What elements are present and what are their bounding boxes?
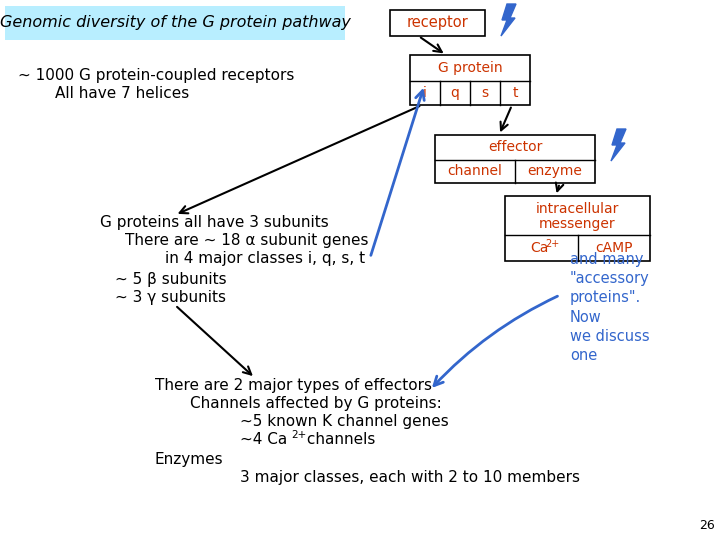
Text: 3 major classes, each with 2 to 10 members: 3 major classes, each with 2 to 10 membe… <box>240 470 580 485</box>
Text: cAMP: cAMP <box>595 241 632 255</box>
Text: Genomic diversity of the G protein pathway: Genomic diversity of the G protein pathw… <box>0 16 351 30</box>
Text: messenger: messenger <box>539 217 616 231</box>
Text: Enzymes: Enzymes <box>155 452 224 467</box>
Text: intracellular: intracellular <box>536 202 619 216</box>
Text: effector: effector <box>488 140 542 154</box>
Text: i: i <box>423 86 427 100</box>
Bar <box>390 10 485 36</box>
Text: 26: 26 <box>699 519 715 532</box>
Text: G proteins all have 3 subunits: G proteins all have 3 subunits <box>100 215 329 230</box>
Text: Channels affected by G proteins:: Channels affected by G proteins: <box>190 396 442 411</box>
Text: ~4 Ca: ~4 Ca <box>240 432 287 447</box>
Text: 2+: 2+ <box>291 430 306 440</box>
Bar <box>5 6 345 40</box>
Text: s: s <box>482 86 489 100</box>
Polygon shape <box>501 4 516 36</box>
Bar <box>505 196 650 261</box>
Text: ~ 1000 G protein-coupled receptors: ~ 1000 G protein-coupled receptors <box>18 68 294 83</box>
Text: channels: channels <box>302 432 375 447</box>
Bar <box>410 55 530 105</box>
Text: q: q <box>451 86 459 100</box>
Bar <box>435 135 595 183</box>
Text: and many
"accessory
proteins".
Now
we discuss
one: and many "accessory proteins". Now we di… <box>570 252 649 363</box>
Text: ~5 known K channel genes: ~5 known K channel genes <box>240 414 449 429</box>
Text: channel: channel <box>448 165 503 179</box>
Text: enzyme: enzyme <box>528 165 582 179</box>
Text: ~ 3 γ subunits: ~ 3 γ subunits <box>115 290 226 305</box>
Text: G protein: G protein <box>438 61 503 75</box>
Text: in 4 major classes i, q, s, t: in 4 major classes i, q, s, t <box>165 251 365 266</box>
Text: 2+: 2+ <box>545 239 559 249</box>
Polygon shape <box>611 129 626 161</box>
Text: There are ~ 18 α subunit genes: There are ~ 18 α subunit genes <box>125 233 369 248</box>
Text: There are 2 major types of effectors: There are 2 major types of effectors <box>155 378 432 393</box>
Text: t: t <box>512 86 518 100</box>
Text: All have 7 helices: All have 7 helices <box>55 86 189 101</box>
Text: Ca: Ca <box>530 241 549 255</box>
Text: ~ 5 β subunits: ~ 5 β subunits <box>115 272 227 287</box>
Text: receptor: receptor <box>407 16 469 30</box>
